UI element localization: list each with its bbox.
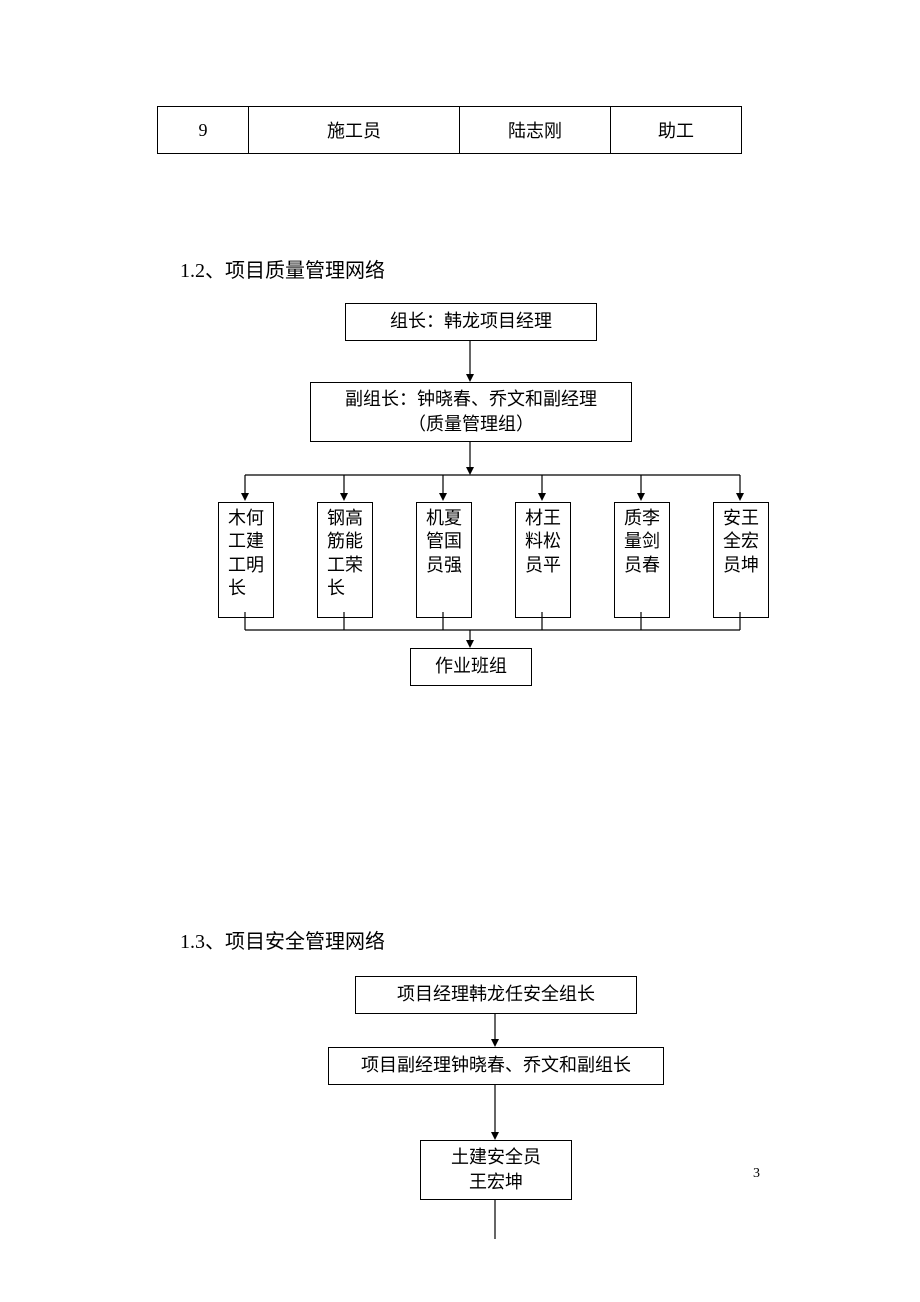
- member-role: 钢筋工长: [327, 507, 345, 601]
- org-member-box: 安全员王宏坤: [713, 502, 769, 618]
- member-name: 何建明: [246, 507, 264, 577]
- document-page: 9 施工员 陆志刚 助工 1.2、项目质量管理网络 组长：韩龙项目经理 副组长：…: [0, 0, 920, 1302]
- safety-member-line1: 土建安全员: [451, 1145, 541, 1170]
- org-member-box: 木工工长何建明: [218, 502, 274, 618]
- org-leader-box: 组长：韩龙项目经理: [345, 303, 597, 341]
- org-member-box: 质量员李剑春: [614, 502, 670, 618]
- member-name: 高能荣: [345, 507, 363, 577]
- member-role: 安全员: [723, 507, 741, 577]
- connector-line: [495, 1199, 496, 1239]
- connector-arrow: [495, 1013, 496, 1047]
- member-name: 王松平: [543, 507, 561, 577]
- section-1-2-heading: 1.2、项目质量管理网络: [180, 254, 385, 283]
- cell-num: 9: [158, 107, 249, 154]
- org-team-box: 作业班组: [410, 648, 532, 686]
- org-deputy-box: 副组长：钟晓春、乔文和副经理 （质量管理组）: [310, 382, 632, 442]
- member-name: 李剑春: [642, 507, 660, 577]
- safety-member-line2: 王宏坤: [469, 1170, 523, 1195]
- member-role: 质量员: [624, 507, 642, 577]
- cell-title: 助工: [611, 107, 742, 154]
- page-number: 3: [753, 1166, 760, 1182]
- org-member-box: 钢筋工长高能荣: [317, 502, 373, 618]
- org-member-box: 材料员王松平: [515, 502, 571, 618]
- connector-merge: [245, 612, 745, 648]
- safety-leader-box: 项目经理韩龙任安全组长: [355, 976, 637, 1014]
- member-role: 机管员: [426, 507, 444, 577]
- personnel-table: 9 施工员 陆志刚 助工: [157, 106, 742, 154]
- connector-arrow: [470, 441, 471, 475]
- connector-arrow: [495, 1084, 496, 1140]
- member-name: 夏国强: [444, 507, 462, 577]
- member-role: 木工工长: [228, 507, 246, 601]
- org-deputy-line2: （质量管理组）: [408, 412, 534, 437]
- member-name: 王宏坤: [741, 507, 759, 577]
- connector-arrow: [470, 340, 471, 382]
- cell-name: 陆志刚: [460, 107, 611, 154]
- org-deputy-line1: 副组长：钟晓春、乔文和副经理: [345, 387, 597, 412]
- org-team-text: 作业班组: [435, 654, 507, 679]
- safety-deputy-box: 项目副经理钟晓春、乔文和副组长: [328, 1047, 664, 1085]
- org-leader-text: 组长：韩龙项目经理: [390, 309, 552, 334]
- safety-leader-text: 项目经理韩龙任安全组长: [397, 982, 595, 1007]
- table-row: 9 施工员 陆志刚 助工: [158, 107, 742, 154]
- safety-member-box: 土建安全员 王宏坤: [420, 1140, 572, 1200]
- safety-deputy-text: 项目副经理钟晓春、乔文和副组长: [361, 1053, 631, 1078]
- org-member-box: 机管员夏国强: [416, 502, 472, 618]
- connector-hbar: [245, 475, 745, 505]
- member-role: 材料员: [525, 507, 543, 577]
- section-1-3-heading: 1.3、项目安全管理网络: [180, 925, 385, 954]
- cell-role: 施工员: [249, 107, 460, 154]
